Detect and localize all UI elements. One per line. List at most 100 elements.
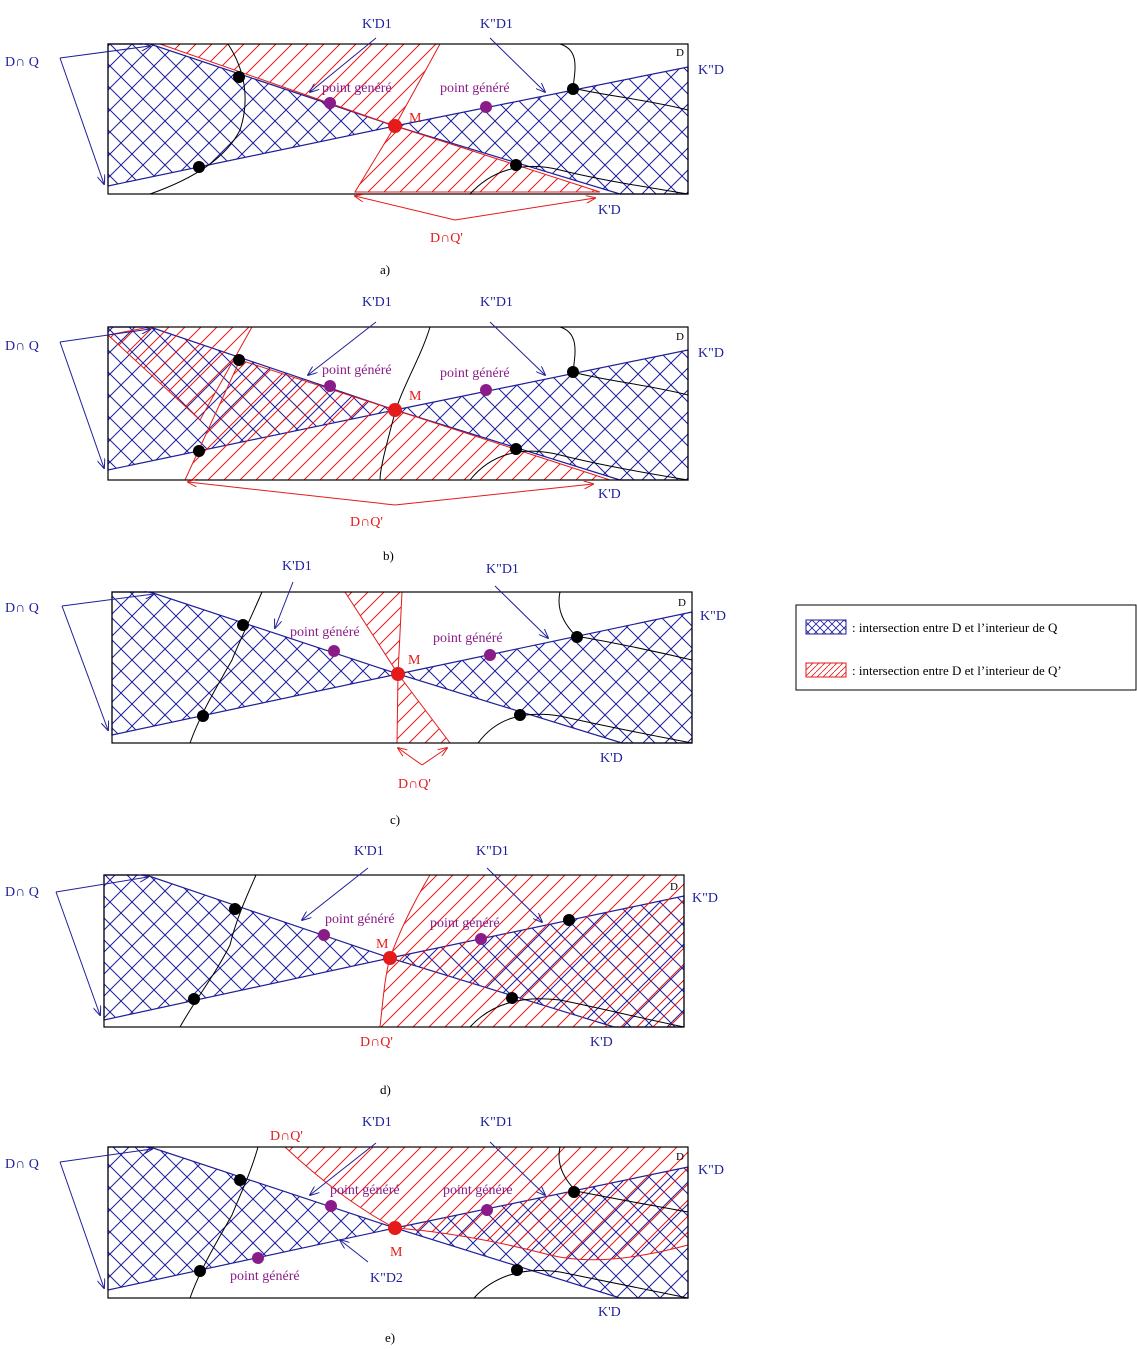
label-point: point généré <box>443 1183 513 1198</box>
label-k-second-d: K"D <box>698 1163 724 1178</box>
generated-point <box>324 380 336 392</box>
intersection-point <box>197 710 209 722</box>
intersection-point <box>506 992 518 1004</box>
arrow-dq-prime <box>398 748 423 766</box>
region-q-left <box>111 591 401 736</box>
arrow-dq-prime <box>421 748 447 766</box>
legend-swatch-q-prime <box>805 662 847 678</box>
arrow-k-second-d1 <box>489 321 545 375</box>
arrow-dq <box>59 1149 152 1163</box>
intersection-point <box>514 709 526 721</box>
domain-d-box <box>107 43 689 195</box>
label-k-second-d2: K"D2 <box>370 1271 403 1286</box>
label-dq: D∩ Q <box>5 1157 39 1172</box>
arrow-dq <box>59 57 104 184</box>
intersection-point <box>510 443 522 455</box>
label-dq-prime: D∩Q' <box>270 1129 303 1144</box>
label-d: D <box>676 1151 684 1163</box>
label-k-second-d1: K"D1 <box>480 295 513 310</box>
generated-point <box>252 1252 264 1264</box>
label-k-prime-d1: K'D1 <box>362 1115 392 1130</box>
point-m <box>388 1221 402 1235</box>
intersection-point <box>567 366 579 378</box>
panel-e: D∩ Q D∩Q' K'D1 K"D1 K"D K'D K"D2 D M poi… <box>5 1115 724 1345</box>
label-d: D <box>676 331 684 343</box>
arrow-k-prime-d1 <box>302 867 369 920</box>
domain-d-box <box>111 591 693 744</box>
point-m <box>388 403 402 417</box>
panel-b: D∩ Q K'D1 K"D1 K"D K'D D M point généré … <box>5 295 724 563</box>
generated-point <box>481 1204 493 1216</box>
label-dq-prime: D∩Q' <box>398 777 431 792</box>
intersection-point <box>233 354 245 366</box>
arrow-k-second-d1 <box>486 867 542 922</box>
arrow-dq-prime <box>188 482 396 506</box>
arrow-dq <box>55 877 148 893</box>
generated-point <box>324 97 336 109</box>
label-m: M <box>408 653 421 668</box>
label-dq-prime: D∩Q' <box>350 515 383 530</box>
label-point: point généré <box>440 81 510 96</box>
caption-e: e) <box>385 1330 395 1345</box>
panel-c: D∩ Q K'D1 K"D1 K"D K'D D M point généré … <box>5 559 726 827</box>
label-k-second-d: K"D <box>692 891 718 906</box>
region-qprime <box>379 874 685 1028</box>
region-qprime <box>283 1146 689 1261</box>
arrow-dq-prime <box>394 484 593 506</box>
domain-d-box <box>107 1146 689 1299</box>
arrow-dq <box>59 46 150 59</box>
arrow-k-prime-d1 <box>310 37 377 92</box>
intersection-point <box>511 1264 523 1276</box>
curve <box>469 450 689 481</box>
label-point: point généré <box>230 1269 300 1284</box>
label-point: point généré <box>322 81 392 96</box>
intersection-point <box>510 159 522 171</box>
intersection-point <box>567 83 579 95</box>
arrow-dq <box>55 891 100 1015</box>
curve <box>558 1146 689 1213</box>
caption-b: b) <box>383 548 394 563</box>
label-point: point généré <box>430 916 500 931</box>
label-m: M <box>376 937 389 952</box>
label-point: point généré <box>440 366 510 381</box>
legend: : intersection entre D et l’interieur de… <box>795 604 1137 691</box>
label-k-second-d: K"D <box>700 609 726 624</box>
arrow-dq-prime <box>355 196 456 221</box>
label-dq: D∩ Q <box>5 601 39 616</box>
label-k-second-d1: K"D1 <box>476 844 509 859</box>
arrow-k-second-d1 <box>489 1141 545 1195</box>
label-d: D <box>678 597 686 609</box>
label-k-prime-d: K'D <box>598 487 621 502</box>
label-m: M <box>409 389 422 404</box>
label-point: point généré <box>322 363 392 378</box>
domain-d-box <box>103 874 685 1028</box>
region-qprime-bottom <box>354 125 601 193</box>
label-k-second-d1: K"D1 <box>486 562 519 577</box>
label-k-prime-d: K'D <box>598 203 621 218</box>
label-d: D <box>676 47 684 59</box>
legend-label-q: : intersection entre D et l’interieur de… <box>852 620 1058 635</box>
generated-point <box>480 384 492 396</box>
label-k-prime-d: K'D <box>590 1035 613 1050</box>
generated-point <box>475 933 487 945</box>
label-k-second-d: K"D <box>698 346 724 361</box>
label-dq-prime: D∩Q' <box>360 1035 393 1050</box>
generated-point <box>480 101 492 113</box>
intersection-point <box>237 619 249 631</box>
legend-label-q-prime: : intersection entre D et l’interieur de… <box>852 663 1062 678</box>
intersection-point <box>568 1186 580 1198</box>
arrow-dq <box>61 594 154 607</box>
label-k-second-d: K"D <box>698 63 724 78</box>
point-m <box>391 667 405 681</box>
arrow-k-second-d1 <box>494 585 548 638</box>
point-m <box>388 119 402 133</box>
point-m <box>383 951 397 965</box>
label-dq: D∩ Q <box>5 55 39 70</box>
label-point: point généré <box>290 625 360 640</box>
intersection-point <box>234 1174 246 1186</box>
label-k-prime-d1: K'D1 <box>282 559 312 574</box>
curve <box>473 1269 689 1299</box>
arrow-dq-prime <box>454 198 595 221</box>
arrow-k-prime-d1 <box>308 321 377 375</box>
